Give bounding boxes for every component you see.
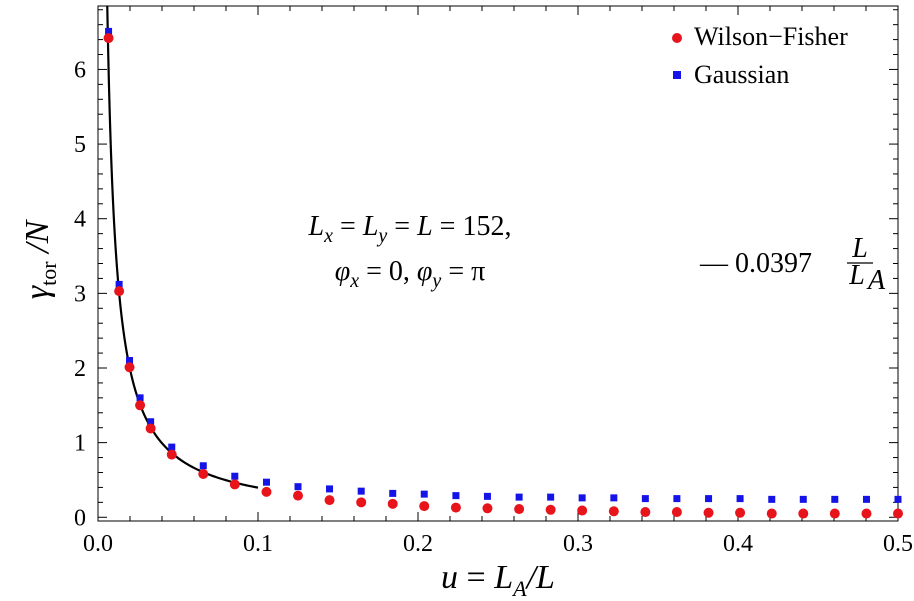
gaussian-point xyxy=(126,357,134,365)
wilson-fisher-point xyxy=(798,508,809,519)
x-tick-label: 0.0 xyxy=(83,531,113,557)
wilson-fisher-point xyxy=(861,508,872,519)
gaussian-point xyxy=(326,485,334,493)
y-tick-label: 0 xyxy=(74,505,86,531)
legend-marker-gaussian xyxy=(673,71,681,79)
gaussian-point xyxy=(547,493,555,501)
wilson-fisher-point xyxy=(766,508,777,519)
y-label-gamma: γ xyxy=(19,284,56,299)
fit-label: — 0.0397 L L A xyxy=(699,233,886,296)
gaussian-point xyxy=(136,394,144,402)
legend: Wilson−Fisher Gaussian xyxy=(672,22,848,89)
y-tick-label: 6 xyxy=(74,57,86,83)
wilson-fisher-point xyxy=(545,504,556,515)
gaussian-point xyxy=(894,495,902,503)
gaussian-point xyxy=(231,472,239,480)
gaussian-point xyxy=(420,490,428,498)
wilson-fisher-point xyxy=(577,505,588,516)
x-tick-label: 0.4 xyxy=(723,531,753,557)
fit-curve xyxy=(106,6,259,489)
y-tick-label: 1 xyxy=(74,431,86,457)
wilson-fisher-point xyxy=(103,33,114,44)
gaussian-point xyxy=(168,443,176,451)
gaussian-point xyxy=(105,27,113,35)
wilson-fisher-point xyxy=(893,508,903,519)
wilson-fisher-point xyxy=(640,507,651,518)
gaussian-point xyxy=(147,418,155,426)
gaussian-point xyxy=(115,280,123,288)
wilson-fisher-point xyxy=(324,495,335,506)
x-tick-label: 0.3 xyxy=(563,531,593,557)
gaussian-point xyxy=(862,495,870,503)
gaussian-point xyxy=(515,493,523,501)
wilson-fisher-point xyxy=(735,507,746,518)
annotation-line2: φx = 0, φy = π xyxy=(335,256,486,292)
wilson-fisher-point xyxy=(135,400,146,411)
wilson-fisher-point xyxy=(450,502,461,513)
gaussian-point xyxy=(673,495,681,503)
ticks-group xyxy=(97,6,899,521)
gaussian-point xyxy=(768,495,776,503)
fit-label-numerator: L xyxy=(851,233,868,264)
wilson-fisher-point xyxy=(124,362,135,373)
y-label-sub: tor xyxy=(36,261,61,286)
fit-label-denominator-sub: A xyxy=(866,265,886,296)
wilson-fisher-point xyxy=(114,286,125,297)
wilson-fisher-point xyxy=(829,508,840,519)
wilson-fisher-point xyxy=(145,423,156,434)
x-tick-label: 0.1 xyxy=(243,531,273,557)
x-tick-label: 0.5 xyxy=(883,531,913,557)
gaussian-point xyxy=(294,483,302,491)
wilson-fisher-point xyxy=(356,497,367,508)
gaussian-point xyxy=(357,487,365,495)
y-tick-label: 3 xyxy=(74,281,86,307)
y-label-rest: /N xyxy=(19,218,56,261)
annotation-line1: Lx = Ly = L = 152, xyxy=(308,211,512,247)
gaussian-point xyxy=(262,478,270,486)
tick-labels-group: 0.0 0.1 0.2 0.3 0.4 0.5 0 1 2 3 4 5 6 xyxy=(74,57,913,557)
x-axis-label: u = LA/L xyxy=(441,559,555,601)
wilson-fisher-point xyxy=(482,503,493,514)
points-group xyxy=(103,27,903,519)
x-tick-label: 0.2 xyxy=(403,531,433,557)
y-axis-label: γtor /N xyxy=(19,218,61,299)
y-tick-label: 2 xyxy=(74,356,86,382)
legend-label-gaussian: Gaussian xyxy=(694,60,789,89)
gaussian-point xyxy=(831,495,839,503)
gaussian-point xyxy=(389,489,397,497)
wilson-fisher-point xyxy=(166,449,177,460)
gaussian-point xyxy=(705,495,713,503)
wilson-fisher-point xyxy=(419,501,430,512)
gaussian-point xyxy=(578,494,586,502)
svg-text:γtor /N: γtor /N xyxy=(19,218,61,299)
fit-label-denominator: L xyxy=(848,260,865,291)
fit-label-prefix: — 0.0397 xyxy=(699,248,812,279)
wilson-fisher-point xyxy=(261,486,272,497)
gaussian-point xyxy=(641,495,649,503)
gaussian-point xyxy=(736,495,744,503)
wilson-fisher-point xyxy=(198,468,209,479)
wilson-fisher-point xyxy=(608,506,619,517)
wilson-fisher-point xyxy=(703,507,714,518)
gaussian-point xyxy=(452,492,460,500)
legend-label-wilson-fisher: Wilson−Fisher xyxy=(694,22,848,51)
gaussian-point xyxy=(799,495,807,503)
y-tick-label: 5 xyxy=(74,132,86,158)
wilson-fisher-point xyxy=(229,479,240,490)
wilson-fisher-point xyxy=(293,490,303,501)
y-tick-label: 4 xyxy=(74,207,86,233)
legend-marker-wilson-fisher xyxy=(672,33,682,43)
gaussian-point xyxy=(483,492,491,500)
gaussian-point xyxy=(610,494,618,502)
gaussian-point xyxy=(199,462,207,470)
wilson-fisher-point xyxy=(387,498,398,509)
wilson-fisher-point xyxy=(671,507,682,518)
wilson-fisher-point xyxy=(514,504,525,515)
